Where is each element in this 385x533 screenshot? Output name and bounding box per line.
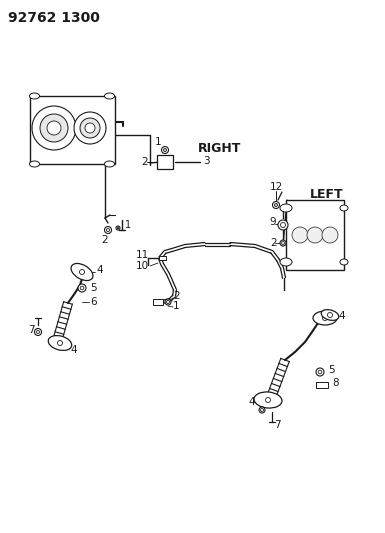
Ellipse shape [104,93,114,99]
Text: 7: 7 [28,325,35,335]
Circle shape [318,370,322,374]
Text: 2: 2 [101,235,108,245]
Circle shape [259,407,265,413]
Bar [30,96,114,164]
Ellipse shape [321,310,339,320]
Text: 3: 3 [203,156,209,166]
Text: 1: 1 [173,301,180,311]
Ellipse shape [280,204,292,212]
Ellipse shape [30,93,40,99]
Circle shape [47,121,61,135]
Text: 9: 9 [269,217,276,227]
Text: 8: 8 [332,378,339,388]
Ellipse shape [71,263,93,280]
Circle shape [57,341,62,345]
Circle shape [275,204,278,206]
Text: 4: 4 [96,265,103,275]
Circle shape [281,241,285,245]
Text: 92762 1300: 92762 1300 [8,11,100,25]
Circle shape [323,316,328,320]
Bar [157,155,173,169]
Ellipse shape [254,392,282,408]
Ellipse shape [30,161,40,167]
Text: 5: 5 [328,365,335,375]
Circle shape [117,227,119,229]
Circle shape [292,227,308,243]
Text: 11: 11 [136,250,149,260]
Text: 12: 12 [270,182,283,192]
Circle shape [161,147,169,154]
Circle shape [35,328,42,335]
Circle shape [280,240,286,246]
Text: 1: 1 [155,137,162,147]
Bar [153,299,163,305]
Bar [316,382,328,388]
Circle shape [80,286,84,290]
Ellipse shape [340,205,348,211]
Text: RIGHT: RIGHT [198,141,241,155]
Circle shape [116,226,120,230]
Circle shape [278,220,288,230]
Text: 2: 2 [270,238,277,248]
Circle shape [85,123,95,133]
Ellipse shape [340,259,348,265]
Bar [159,256,166,260]
Text: 10: 10 [136,261,149,271]
Circle shape [307,227,323,243]
Circle shape [37,330,40,334]
Text: 4: 4 [248,397,255,407]
Text: LEFT: LEFT [310,189,344,201]
Text: 4: 4 [338,311,345,321]
Circle shape [322,227,338,243]
Text: 5: 5 [90,283,97,293]
Circle shape [164,149,166,151]
Ellipse shape [104,161,114,167]
Circle shape [273,201,280,208]
Circle shape [107,229,109,231]
Text: 2: 2 [173,291,180,301]
Bar [286,200,344,270]
Circle shape [328,312,333,318]
Text: 1: 1 [125,220,131,230]
Circle shape [78,284,86,292]
Circle shape [266,398,271,402]
Text: 6: 6 [90,297,97,307]
Text: 4: 4 [70,345,77,355]
Circle shape [40,114,68,142]
Ellipse shape [48,336,72,350]
Text: 2: 2 [141,157,147,167]
Circle shape [165,299,171,305]
Circle shape [74,112,106,144]
Circle shape [80,118,100,138]
Ellipse shape [280,258,292,266]
Ellipse shape [313,311,337,325]
Circle shape [32,106,76,150]
Circle shape [79,270,84,274]
Circle shape [104,227,112,233]
Circle shape [281,222,286,228]
Circle shape [316,368,324,376]
Circle shape [166,301,169,303]
Circle shape [261,408,263,411]
Text: 7: 7 [274,420,281,430]
